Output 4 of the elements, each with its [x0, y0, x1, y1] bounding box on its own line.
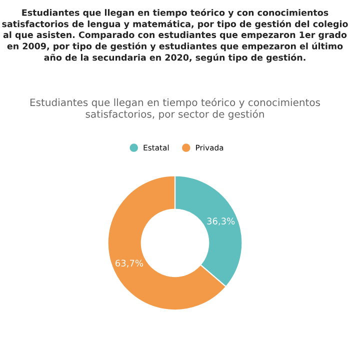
- chart-title: Estudiantes que llegan en tiempo teórico y con conocimientos satisfactorios de lengua y matemática, por tipo de gestión del colegio al que asisten. Comparado con estudiantes que empezaron 1er grado en 2009, por tipo de gestión y estudiantes que empezaron el último año de la secundaria en 2020, según tipo de gestión.: [2, 8, 348, 63]
- data-label: 63,7%: [115, 260, 144, 268]
- data-label: 36,3%: [207, 218, 235, 226]
- chart-subtitle: Estudiantes que llegan en tiempo teórico y conocimientos satisfactorios, por sector de gestión: [30, 98, 320, 120]
